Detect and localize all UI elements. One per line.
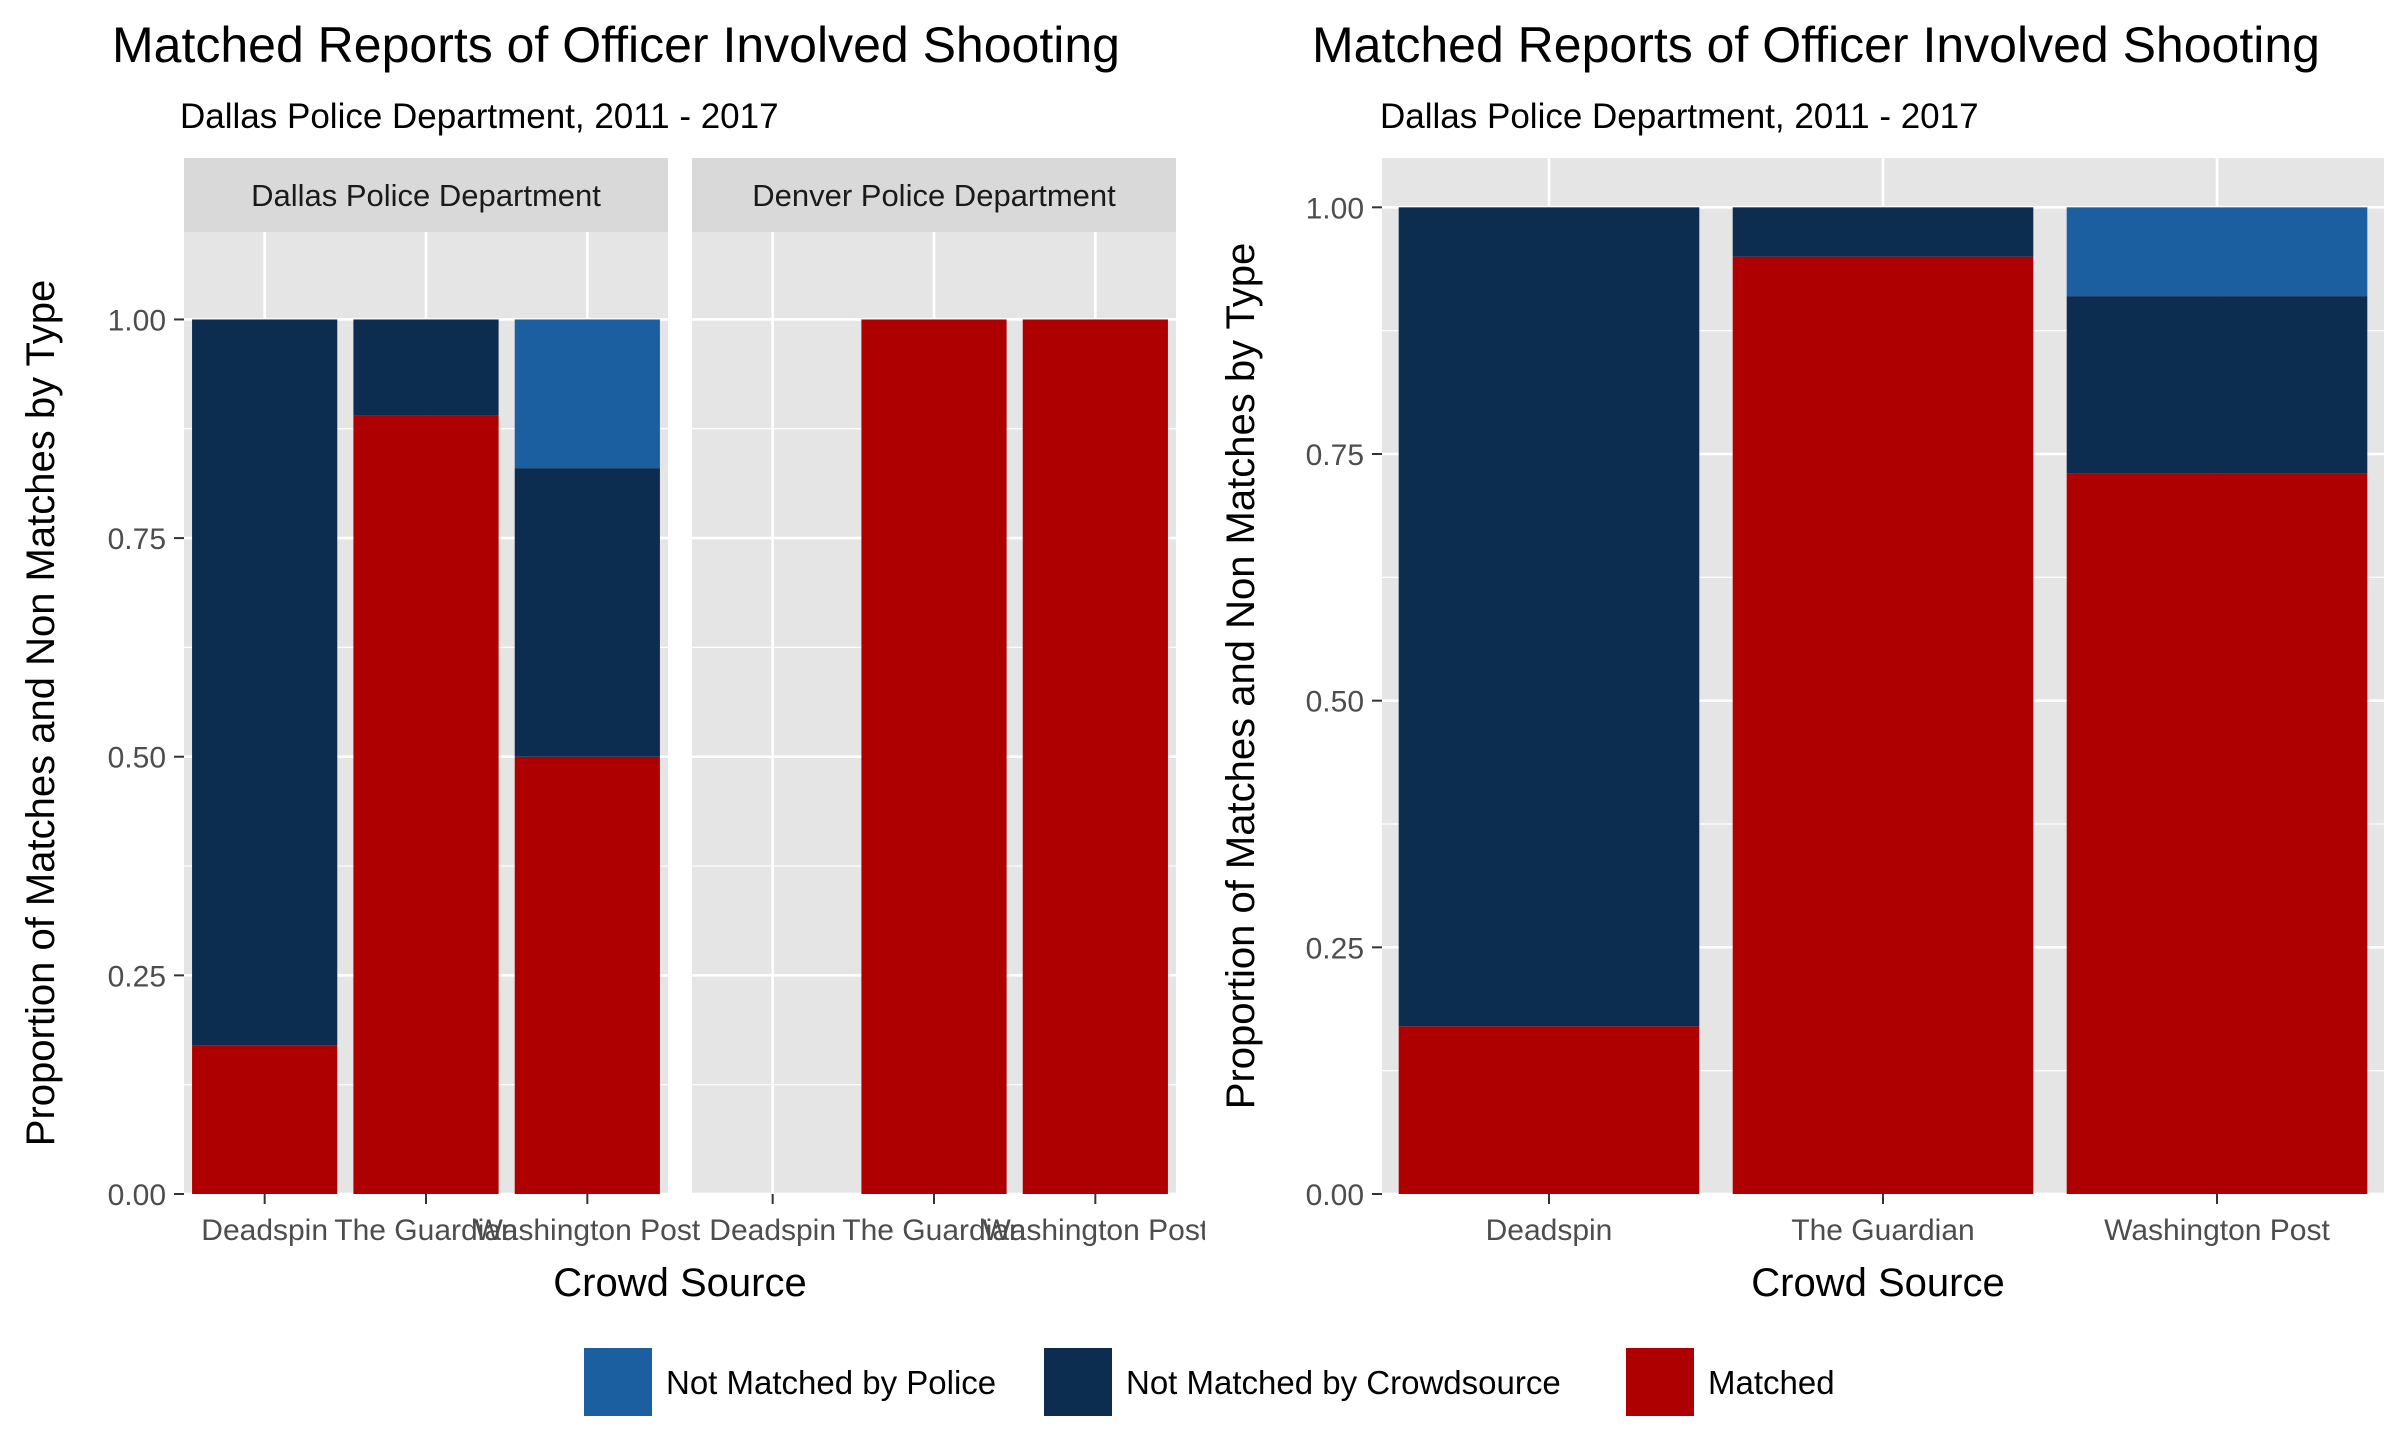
- left-facet-0-bar-not-matched-by-crowdsource-1: [353, 319, 499, 416]
- x-tick-label: Deadspin: [1486, 1214, 1613, 1247]
- y-tick-label: 0.50: [108, 742, 166, 775]
- left-facet-0-bar-matched-2: [514, 756, 660, 1194]
- left-facet-1-bar-matched-2: [1022, 319, 1168, 1194]
- y-tick-label: 0.00: [108, 1179, 166, 1212]
- y-tick-label: 1.00: [108, 304, 166, 337]
- facet-strip: [184, 158, 668, 232]
- left-chart-subtitle: Dallas Police Department, 2011 - 2017: [180, 97, 779, 136]
- x-tick-label: The Guardian: [842, 1214, 1025, 1247]
- y-tick-label: 0.50: [1306, 686, 1364, 719]
- right-y-axis-title: Proportion of Matches and Non Matches by…: [1219, 243, 1263, 1109]
- y-tick-label: 0.00: [1306, 1179, 1364, 1212]
- left-facet-1-bar-matched-1: [861, 319, 1007, 1194]
- legend-label: Not Matched by Police: [666, 1364, 996, 1401]
- x-tick-label: Deadspin: [709, 1214, 836, 1247]
- legend: Not Matched by Police Not Matched by Crow…: [584, 1348, 1835, 1416]
- facet-strip: [692, 158, 1176, 232]
- y-tick-label: 0.75: [108, 523, 166, 556]
- left-facet-0-bar-not-matched-by-crowdsource-0: [192, 319, 338, 1046]
- x-tick-label: The Guardian: [1791, 1214, 1974, 1247]
- right-panel-bar-matched-2: [2066, 473, 2368, 1194]
- right-panel-bar-matched-0: [1398, 1026, 1700, 1194]
- x-tick-label: Deadspin: [201, 1214, 328, 1247]
- left-x-axis-title: Crowd Source: [553, 1261, 806, 1305]
- right-panel-bar-matched-1: [1732, 256, 2034, 1195]
- facet-strip-label: Denver Police Department: [752, 178, 1116, 213]
- right-chart-subtitle: Dallas Police Department, 2011 - 2017: [1380, 97, 1979, 136]
- y-tick-label: 1.00: [1306, 192, 1364, 225]
- right-chart: Matched Reports of Officer Involved Shoo…: [1219, 17, 2384, 1305]
- left-facet-1: Denver Police Department Deadspin The Guar…: [692, 158, 1208, 1247]
- left-chart-title: Matched Reports of Officer Involved Shoo…: [112, 17, 1120, 73]
- legend-key-matched: [1626, 1348, 1694, 1416]
- y-tick-label: 0.25: [1306, 932, 1364, 965]
- right-chart-title: Matched Reports of Officer Involved Shoo…: [1312, 17, 2320, 73]
- facet-strip-label: Dallas Police Department: [251, 178, 601, 213]
- left-facet-0-bar-not-matched-by-police-2: [514, 319, 660, 469]
- y-tick-label: 0.25: [108, 960, 166, 993]
- x-tick-label: Washington Post: [982, 1214, 1208, 1247]
- x-tick-label: Washington Post: [2104, 1214, 2330, 1247]
- x-tick-label: The Guardian: [334, 1214, 517, 1247]
- right-x-axis-title: Crowd Source: [1751, 1261, 2004, 1305]
- y-tick-label: 0.75: [1306, 439, 1364, 472]
- right-panel-bar-not-matched-by-crowdsource-1: [1732, 207, 2034, 257]
- legend-key-not-matched-by-police: [584, 1348, 652, 1416]
- left-facet-0-bar-not-matched-by-crowdsource-2: [514, 468, 660, 757]
- left-facet-0: Dallas Police Department Deadspin The Guar…: [184, 158, 701, 1247]
- right-panel: Deadspin The Guardian Washington Post: [1382, 158, 2384, 1247]
- right-panel-bar-not-matched-by-police-2: [2066, 207, 2368, 297]
- legend-label: Matched: [1708, 1364, 1835, 1401]
- legend-label: Not Matched by Crowdsource: [1126, 1364, 1561, 1401]
- left-facet-0-bar-matched-0: [192, 1045, 338, 1194]
- left-y-axis-title: Proportion of Matches and Non Matches by…: [19, 280, 63, 1146]
- left-facet-0-bar-matched-1: [353, 415, 499, 1194]
- right-panel-bar-not-matched-by-crowdsource-0: [1398, 207, 1700, 1027]
- legend-key-not-matched-by-crowdsource: [1044, 1348, 1112, 1416]
- x-tick-label: Washington Post: [474, 1214, 700, 1247]
- right-panel-bar-not-matched-by-crowdsource-2: [2066, 296, 2368, 474]
- left-chart: Matched Reports of Officer Involved Shoo…: [19, 17, 1208, 1305]
